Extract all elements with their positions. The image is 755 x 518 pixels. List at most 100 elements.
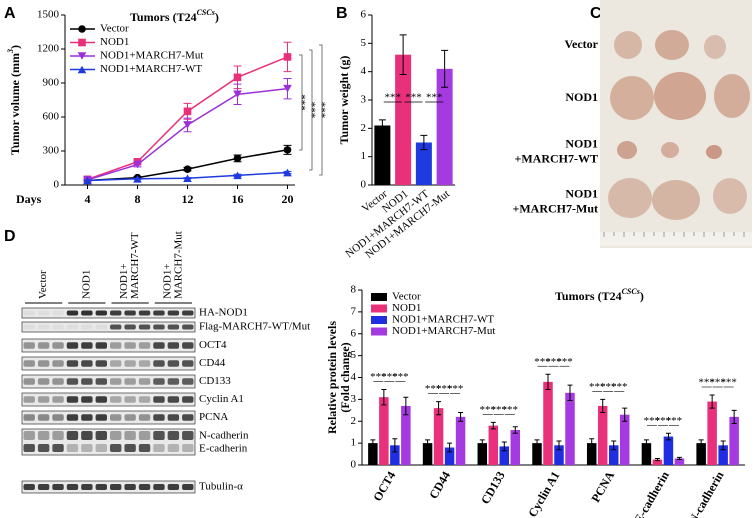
tumor-photo bbox=[600, 0, 752, 248]
significance-label: *** bbox=[425, 383, 442, 395]
blot-band bbox=[138, 378, 151, 385]
blot-band bbox=[95, 431, 107, 440]
blot-strip bbox=[21, 356, 196, 371]
marker bbox=[83, 176, 92, 185]
marker bbox=[183, 121, 192, 129]
photo-label: NOD1 bbox=[565, 136, 598, 150]
x-tick-label: Cyclin A1 bbox=[525, 469, 562, 518]
panel-label: D bbox=[4, 228, 16, 245]
blot-band bbox=[37, 378, 50, 385]
error-bar bbox=[611, 440, 617, 451]
significance-label: *** bbox=[709, 377, 726, 389]
blot-band bbox=[66, 414, 79, 421]
bar bbox=[554, 445, 564, 465]
legend-label: Vector bbox=[392, 291, 421, 303]
significance-label: *** bbox=[720, 377, 737, 389]
photo-label: +MARCH7-Mut bbox=[513, 201, 599, 215]
blot-band bbox=[23, 444, 35, 452]
y-label: Tumor weight (g) bbox=[337, 56, 351, 145]
protein-label: PCNA bbox=[199, 411, 228, 423]
y-tick-label: 0 bbox=[351, 459, 357, 471]
blot-band bbox=[167, 324, 180, 330]
blot-band bbox=[110, 444, 122, 452]
blot-band bbox=[167, 360, 180, 367]
y-label: Tumor volume (mm3) bbox=[6, 45, 21, 155]
blot-band bbox=[66, 310, 79, 316]
blot-band bbox=[66, 360, 79, 367]
protein-label: OCT4 bbox=[199, 339, 227, 351]
bar bbox=[368, 443, 378, 465]
blot-band bbox=[110, 310, 122, 316]
significance-label: *** bbox=[491, 404, 508, 416]
blot-band bbox=[124, 324, 136, 330]
blot-band bbox=[182, 324, 194, 330]
significance-label: *** bbox=[392, 371, 409, 383]
blot-band bbox=[110, 378, 122, 385]
legend-label: NOD1 bbox=[392, 302, 421, 314]
protein-label: Cyclin A1 bbox=[199, 393, 244, 405]
significance-label: *** bbox=[589, 381, 606, 393]
bar bbox=[729, 416, 739, 465]
significance-bracket bbox=[309, 49, 313, 171]
blot-band bbox=[153, 431, 165, 440]
error-bar bbox=[622, 407, 628, 422]
error-bar bbox=[403, 396, 409, 416]
blot-band bbox=[52, 310, 64, 316]
chart-title: Tumors (T24CSCs) bbox=[555, 287, 644, 302]
blot-band bbox=[153, 378, 165, 385]
blot-band bbox=[37, 414, 50, 421]
protein-label: CD133 bbox=[199, 375, 231, 387]
y-tick-label: 4 bbox=[351, 371, 357, 383]
blot-strip bbox=[21, 307, 196, 319]
blot-band bbox=[138, 342, 151, 349]
protein-label: Tubulin-α bbox=[199, 481, 243, 493]
blot-band bbox=[182, 360, 194, 367]
blot-band bbox=[81, 378, 93, 385]
x-tick-label: E-cadherin bbox=[631, 469, 672, 518]
blot-band bbox=[37, 310, 50, 316]
marker bbox=[183, 165, 192, 173]
blot-strip bbox=[21, 480, 196, 494]
blot-band bbox=[110, 360, 122, 367]
blot-band bbox=[138, 414, 151, 421]
error-bar bbox=[381, 389, 387, 406]
x-tick-label: 4 bbox=[85, 192, 91, 206]
blot-band bbox=[110, 396, 122, 403]
blot-strip bbox=[21, 428, 196, 456]
legend-label: NOD1+MARCH7-WT bbox=[392, 314, 494, 326]
blot-band bbox=[138, 360, 151, 367]
chart-title-part: ) bbox=[215, 10, 219, 24]
significance-label: *** bbox=[385, 92, 402, 104]
blot-strip bbox=[21, 392, 196, 407]
marker bbox=[283, 168, 292, 177]
marker bbox=[133, 174, 142, 183]
y-tick-label: 3 bbox=[361, 94, 367, 106]
blot-band bbox=[124, 444, 136, 452]
protein-label: CD44 bbox=[199, 357, 226, 369]
bar bbox=[433, 408, 444, 465]
blot-band bbox=[124, 414, 136, 421]
bar bbox=[586, 443, 597, 465]
y-tick-label: 1200 bbox=[37, 43, 60, 55]
blot-band bbox=[37, 396, 50, 403]
blot-band bbox=[95, 310, 107, 316]
blot-band bbox=[167, 342, 180, 349]
legend-swatch bbox=[371, 327, 387, 336]
blot-band bbox=[66, 378, 79, 385]
legend-label: NOD1+MARCH7-Mut bbox=[392, 325, 495, 337]
significance-label: *** bbox=[698, 377, 715, 389]
blot-band bbox=[138, 324, 151, 330]
blot-band bbox=[37, 342, 50, 349]
protein-label: Flag-MARCH7-WT/Mut bbox=[199, 321, 310, 333]
blot-band bbox=[95, 444, 107, 452]
blot-band bbox=[153, 360, 165, 367]
blot-band bbox=[182, 342, 194, 349]
significance-label: *** bbox=[405, 92, 422, 104]
protein-label: HA-NOD1 bbox=[199, 307, 248, 319]
blot-band bbox=[167, 444, 180, 452]
error-bar bbox=[392, 438, 398, 453]
blot-band bbox=[153, 414, 165, 421]
x-tick-label: CD44 bbox=[426, 469, 453, 501]
blot-band bbox=[66, 396, 79, 403]
